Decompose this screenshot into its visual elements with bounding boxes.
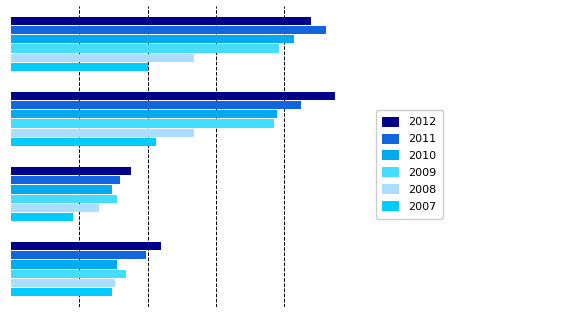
Bar [11,279,115,287]
Bar [11,176,121,184]
Bar [11,213,72,221]
Bar [11,92,335,100]
Bar [11,251,146,259]
Bar [11,138,156,146]
Bar [11,167,131,175]
Bar [11,204,99,212]
Bar [11,129,194,137]
Bar [11,17,311,25]
Bar [11,63,148,71]
Legend: 2012, 2011, 2010, 2009, 2008, 2007: 2012, 2011, 2010, 2009, 2008, 2007 [376,110,443,218]
Bar [11,26,327,34]
Bar [11,195,117,203]
Bar [11,185,112,193]
Bar [11,260,117,269]
Bar [11,44,279,53]
Bar [11,35,295,43]
Bar [11,270,126,278]
Bar [11,54,194,62]
Bar [11,101,301,109]
Bar [11,288,112,296]
Bar [11,110,277,118]
Bar [11,242,161,250]
Bar [11,120,274,128]
